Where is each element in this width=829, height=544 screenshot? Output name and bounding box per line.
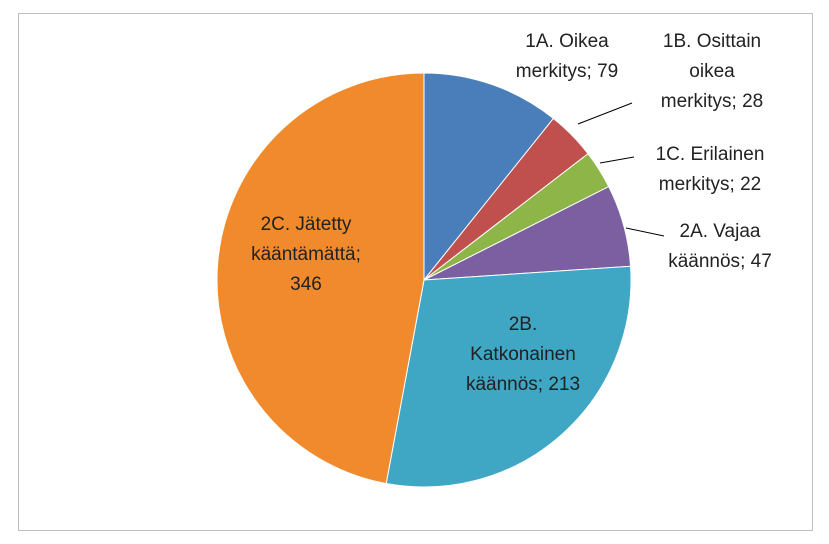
pie-slice	[423, 72, 555, 282]
data-label: 1A. Oikea merkitys; 79	[502, 27, 632, 87]
label-value: 28	[742, 91, 764, 112]
label-value: 22	[740, 174, 762, 195]
pie-slice	[216, 72, 425, 485]
label-separator: ;	[355, 244, 361, 265]
label-category: 1A. Oikea merkitys	[515, 31, 609, 82]
leader-line	[577, 102, 633, 125]
label-category: 1C. Erilainen merkitys	[655, 144, 765, 195]
label-category: 2C. Jätetty kääntämättä	[251, 214, 356, 265]
label-value: 79	[597, 61, 619, 82]
label-separator: ;	[731, 91, 743, 112]
label-separator: ;	[740, 251, 751, 272]
label-value: 213	[548, 374, 581, 395]
leader-line	[625, 227, 665, 237]
label-category: 1B. Osittain oikea merkitys	[660, 31, 762, 112]
label-separator: ;	[586, 61, 598, 82]
data-label: 2B. Katkonainen käännös; 213	[456, 310, 591, 400]
data-label: 2A. Vajaa käännös; 47	[660, 217, 780, 277]
pie-slice	[385, 265, 632, 488]
data-label: 1C. Erilainen merkitys; 22	[640, 140, 780, 200]
label-value: 346	[290, 274, 322, 295]
data-label: 1B. Osittain oikea merkitys; 28	[650, 27, 775, 117]
label-separator: ;	[537, 374, 549, 395]
data-label: 2C. Jätetty kääntämättä; 346	[244, 210, 369, 300]
label-value: 47	[750, 251, 772, 272]
label-category: 2A. Vajaa käännös	[668, 221, 761, 272]
leader-line	[599, 156, 635, 164]
label-category: 2B. Katkonainen käännös	[465, 314, 576, 395]
label-separator: ;	[729, 174, 741, 195]
